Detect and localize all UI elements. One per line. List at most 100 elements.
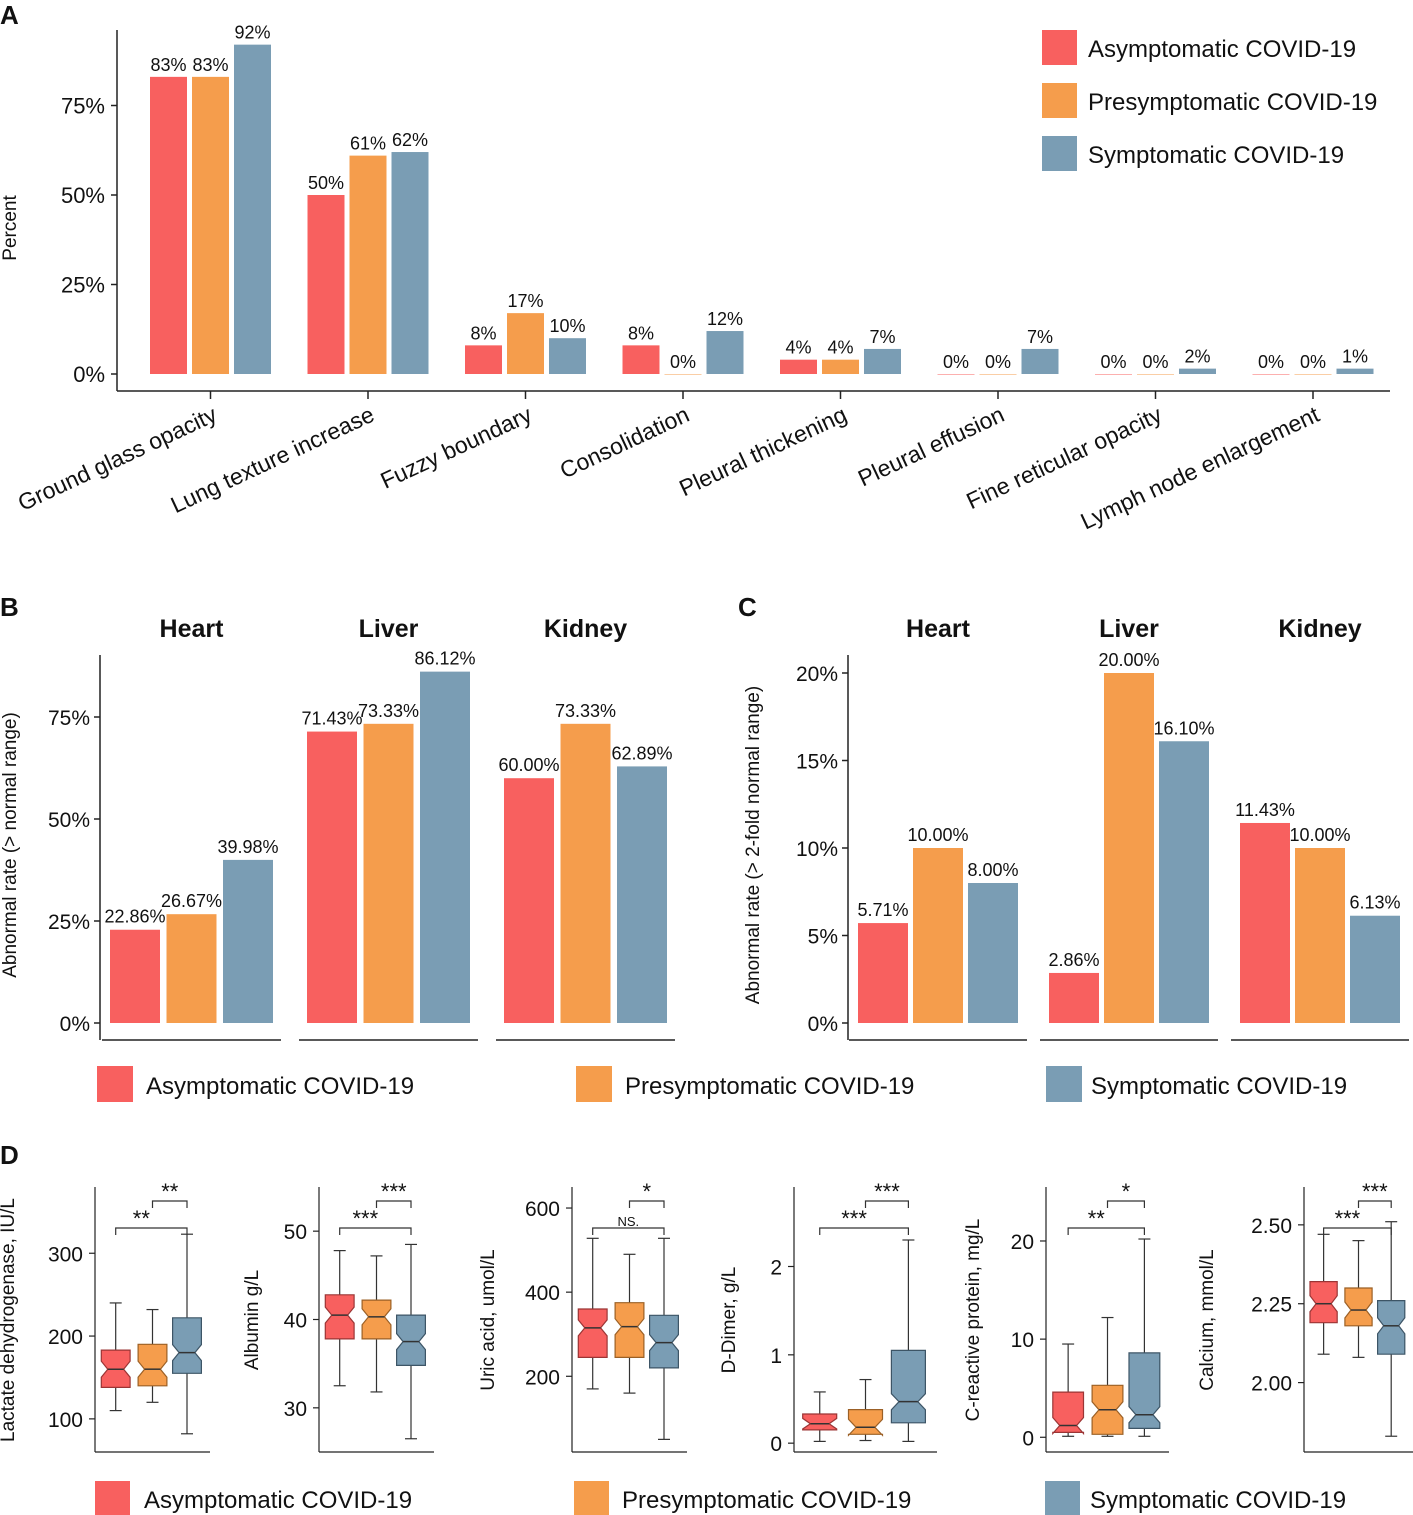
significance-bracket	[1323, 1227, 1392, 1235]
x-tick-label: Pleural thickening	[675, 401, 851, 501]
box-sym	[1376, 1299, 1406, 1355]
data-label: 17%	[507, 291, 543, 311]
legend-swatch-sym	[1045, 1481, 1080, 1515]
bar-presym	[363, 723, 414, 1023]
facet-title: Kidney	[1278, 615, 1361, 643]
y-tick-label: 2.50	[1251, 1215, 1292, 1238]
bar-presym	[507, 313, 544, 374]
bar-asym	[937, 374, 975, 375]
y-tick-label: 25%	[61, 273, 105, 298]
y-tick-label: 1	[770, 1345, 782, 1368]
significance-label: **	[133, 1206, 151, 1231]
legend-swatch-presym	[574, 1481, 609, 1515]
significance-bracket	[1106, 1200, 1145, 1208]
bar-asym	[1240, 822, 1290, 1023]
y-axis-label: C-reactive protein, mg/L	[963, 1219, 984, 1422]
y-tick-label: 20%	[796, 663, 838, 686]
data-label: 8.00%	[967, 860, 1018, 880]
bar-asym	[1049, 972, 1099, 1023]
data-label: 2%	[1184, 347, 1210, 367]
panel-label: A	[0, 0, 19, 30]
box-sym	[396, 1314, 426, 1367]
significance-bracket	[628, 1200, 665, 1208]
box-asym	[1052, 1391, 1085, 1436]
panel-label: D	[0, 1140, 19, 1170]
y-tick-label: 15%	[796, 751, 838, 774]
significance-bracket	[339, 1227, 412, 1235]
significance-label: ***	[841, 1206, 867, 1231]
bar-sym	[1179, 368, 1216, 374]
y-axis-label: D-Dimer, g/L	[719, 1267, 740, 1374]
box-asym	[802, 1413, 838, 1431]
data-label: 5.71%	[857, 900, 908, 920]
bar-sym	[617, 766, 667, 1023]
box-presym	[137, 1343, 168, 1387]
bar-sym	[1336, 368, 1374, 374]
significance-bracket	[1067, 1227, 1145, 1235]
data-label: 39.98%	[217, 837, 278, 857]
data-label: 10.00%	[1289, 825, 1350, 845]
legend-swatch-sym	[1042, 136, 1077, 171]
data-label: 26.67%	[161, 891, 222, 911]
legend-swatch-presym	[576, 1066, 612, 1102]
box-presym	[847, 1408, 884, 1437]
facet-title: Liver	[1099, 615, 1159, 643]
y-tick-label: 0%	[808, 1013, 838, 1036]
legend-swatch-asym	[1042, 30, 1077, 65]
significance-bracket	[819, 1227, 909, 1235]
legend-label-sym: Symptomatic COVID-19	[1090, 1487, 1346, 1514]
facet-title: Heart	[906, 615, 971, 643]
data-label: 16.10%	[1153, 718, 1214, 738]
significance-bracket	[864, 1200, 909, 1208]
data-label: 92%	[234, 23, 270, 43]
bar-presym	[560, 723, 611, 1023]
legend-swatch-asym	[97, 1066, 133, 1102]
data-label: 62%	[392, 130, 428, 150]
legend-label-asym: Asymptomatic COVID-19	[1088, 36, 1356, 63]
y-tick-label: 0%	[73, 362, 105, 387]
data-label: 61%	[350, 134, 386, 154]
data-label: 71.43%	[301, 709, 362, 729]
y-tick-label: 30	[284, 1398, 307, 1421]
significance-bracket	[115, 1227, 188, 1235]
bar-presym	[1104, 673, 1154, 1023]
y-axis-label: Abnormal rate (> 2-fold normal range)	[743, 686, 764, 1004]
y-axis-label: Uric acid, umol/L	[478, 1249, 499, 1391]
significance-bracket	[592, 1227, 665, 1235]
bar-presym	[1137, 374, 1174, 375]
bar-asym	[307, 731, 357, 1023]
y-axis-label: Lactate dehydrogenase, IU/L	[0, 1198, 19, 1442]
x-tick-label: Consolidation	[556, 401, 693, 483]
y-axis-label: Abnormal rate (> normal range)	[0, 712, 21, 978]
bar-asym	[150, 76, 187, 375]
legend-swatch-asym	[95, 1481, 130, 1515]
bar-presym	[192, 76, 229, 375]
bar-asym	[858, 923, 908, 1023]
bar-sym	[223, 859, 273, 1023]
bar-sym	[549, 338, 586, 374]
significance-bracket	[1357, 1200, 1392, 1208]
y-tick-label: 75%	[61, 94, 105, 119]
data-label: 1%	[1342, 347, 1368, 367]
legend-swatch-presym	[1042, 83, 1077, 118]
data-label: 12%	[707, 309, 743, 329]
bar-presym	[1295, 848, 1345, 1023]
data-label: 8%	[628, 323, 654, 343]
bar-presym	[349, 155, 387, 374]
data-label: 0%	[1100, 352, 1126, 372]
data-label: 7%	[869, 327, 895, 347]
data-label: 2.86%	[1048, 950, 1099, 970]
y-tick-label: 50%	[48, 809, 90, 832]
data-label: 62.89%	[611, 743, 672, 763]
box-sym	[648, 1314, 680, 1369]
data-label: 7%	[1027, 327, 1053, 347]
data-label: 20.00%	[1098, 650, 1159, 670]
significance-bracket	[151, 1200, 188, 1208]
y-tick-label: 400	[525, 1282, 560, 1305]
y-tick-label: 200	[525, 1366, 560, 1389]
legend-label-asym: Asymptomatic COVID-19	[144, 1487, 412, 1514]
data-label: 0%	[985, 352, 1011, 372]
bar-sym	[234, 44, 271, 374]
x-tick-label: Pleural effusion	[854, 401, 1008, 491]
